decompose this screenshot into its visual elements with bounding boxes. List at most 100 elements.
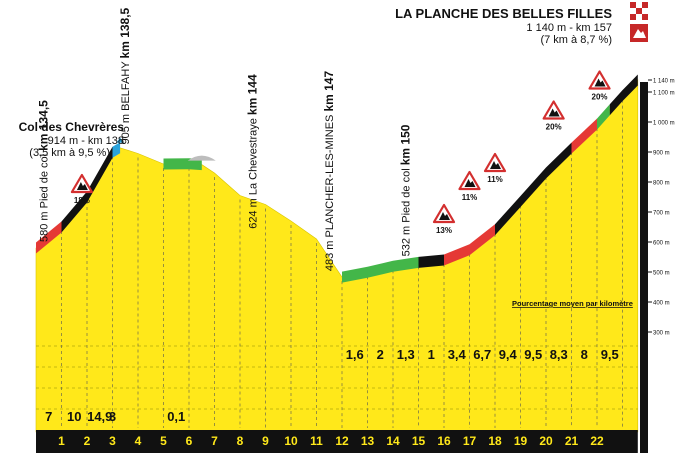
waypoint-label: 483 m PLANCHER-LES-MINES km 147 <box>322 71 336 272</box>
mountain-icon <box>548 108 560 117</box>
warning-triangle-icon <box>432 203 456 224</box>
gradient-sign: 18% <box>70 173 93 205</box>
road-segment <box>36 221 62 254</box>
km-percentage: 2 <box>377 347 384 362</box>
mountain-icon <box>490 161 501 169</box>
waypoint-altitude-name: 483 m PLANCHER-LES-MINES km 147 <box>322 71 336 272</box>
col-name: Col des Chevrères <box>19 120 125 134</box>
legend-note: Pourcentage moyen par kilomètre <box>512 299 633 308</box>
checkered-flag-icon <box>630 14 636 20</box>
km-percentage: 3 <box>109 409 116 424</box>
km-percentage: 1,3 <box>397 347 415 362</box>
km-percentage: 14,9 <box>87 409 112 424</box>
km-tick-label: 20 <box>539 434 553 448</box>
gradient-sign: 11% <box>458 170 481 202</box>
y-tick-label: 500 m <box>653 271 670 277</box>
y-tick-label: 900 m <box>653 151 670 157</box>
km-percentage: 6,7 <box>473 347 491 362</box>
altitude-bar <box>640 82 648 453</box>
road-segment <box>367 256 419 278</box>
waypoint-km: km 150 <box>399 124 413 165</box>
hill-marker <box>187 155 216 161</box>
km-tick-label: 16 <box>437 434 451 448</box>
y-tick-label: 1 100 m <box>653 91 675 97</box>
warning-triangle-icon <box>458 170 481 191</box>
km-percentage: 1,6 <box>346 347 364 362</box>
waypoint-label: 532 m Pied de col km 150 <box>399 124 413 256</box>
finish-climb-length: (7 km à 8,7 %) <box>540 34 612 46</box>
y-tick-label: 800 m <box>653 181 670 187</box>
road-segment <box>342 266 368 283</box>
finish-marker <box>630 2 648 42</box>
y-tick-label: 600 m <box>653 241 670 247</box>
climb-gradient-label: 13% <box>436 226 452 235</box>
km-percentage: 8 <box>581 347 588 362</box>
checkered-flag-icon <box>636 8 642 14</box>
road-segment <box>163 158 202 171</box>
km-tick-label: 22 <box>590 434 604 448</box>
km-tick-label: 19 <box>514 434 528 448</box>
km-percentage: 0,1 <box>167 409 185 424</box>
km-tick-label: 9 <box>262 434 269 448</box>
km-percentage: 9,5 <box>524 347 542 362</box>
checkered-flag-icon <box>630 8 636 14</box>
checkered-flag-icon <box>642 14 648 20</box>
km-tick-label: 21 <box>565 434 579 448</box>
waypoint-km: km 134,5 <box>37 100 51 151</box>
y-tick-label: 300 m <box>653 331 670 337</box>
road-segment <box>61 146 113 233</box>
km-tick-label: 5 <box>160 434 167 448</box>
summit-marker <box>116 137 125 143</box>
km-tick-label: 13 <box>361 434 375 448</box>
y-tick-label: 1 140 m <box>653 79 675 85</box>
road-segment <box>571 118 597 154</box>
checkered-flag-icon <box>642 2 648 8</box>
km-tick-label: 7 <box>211 434 218 448</box>
waypoint-altitude-name: 624 m La Chevestraye km 144 <box>246 74 260 229</box>
y-tick-label: 700 m <box>653 211 670 217</box>
km-tick-label: 2 <box>84 434 91 448</box>
warning-triangle-icon <box>588 70 611 90</box>
warning-triangle-icon <box>483 152 507 173</box>
gradient-sign: 11% <box>483 152 507 184</box>
km-tick-label: 15 <box>412 434 426 448</box>
road-segment <box>597 104 610 130</box>
mountain-icon <box>633 29 646 38</box>
road-segment <box>112 142 121 158</box>
km-tick-label: 11 <box>310 434 323 448</box>
km-tick-label: 14 <box>386 434 400 448</box>
climb-gradient-label: 18% <box>74 196 90 205</box>
waypoint-km: km 138,5 <box>118 7 132 58</box>
warning-triangle-icon <box>542 100 565 120</box>
finish-altitude-km: 1 140 m - km 157 <box>526 22 612 34</box>
road-segment <box>495 142 572 236</box>
km-percentage: 9,4 <box>499 347 518 362</box>
climb-gradient-label: 11% <box>487 175 503 184</box>
gradient-sign: 20% <box>588 70 611 102</box>
road-segment <box>444 224 495 266</box>
km-percentage: 8,3 <box>550 347 568 362</box>
km-tick-label: 3 <box>109 434 116 448</box>
waypoint-label: 905 m BELFAHY km 138,5 <box>118 7 132 144</box>
col-climb-length: (3,5 km à 9,5 %) <box>29 147 110 159</box>
y-tick-label: 400 m <box>653 301 670 307</box>
col-altitude-km: 914 m - km 138 <box>48 135 124 147</box>
km-tick-label: 17 <box>463 434 477 448</box>
km-tick-label: 4 <box>135 434 142 448</box>
waypoint-altitude-name: 905 m BELFAHY km 138,5 <box>118 7 132 144</box>
km-percentage: 9,5 <box>601 347 619 362</box>
checkered-flag-icon <box>642 8 648 14</box>
warning-triangle-icon <box>70 173 93 194</box>
waypoint-altitude-name: 532 m Pied de col km 150 <box>399 124 413 256</box>
km-tick-label: 18 <box>488 434 502 448</box>
checkered-flag-icon <box>636 14 642 20</box>
km-percentage: 10 <box>67 409 81 424</box>
km-axis-strip <box>36 430 638 453</box>
waypoint-label: 580 m Pied de col km 134,5 <box>37 100 51 242</box>
km-tick-label: 8 <box>237 434 244 448</box>
mountain-icon <box>464 179 476 187</box>
gradient-sign: 13% <box>432 203 456 235</box>
climb-gradient-label: 11% <box>462 193 478 202</box>
gradient-sign: 20% <box>542 100 565 132</box>
finish-name: LA PLANCHE DES BELLES FILLES <box>395 6 612 21</box>
